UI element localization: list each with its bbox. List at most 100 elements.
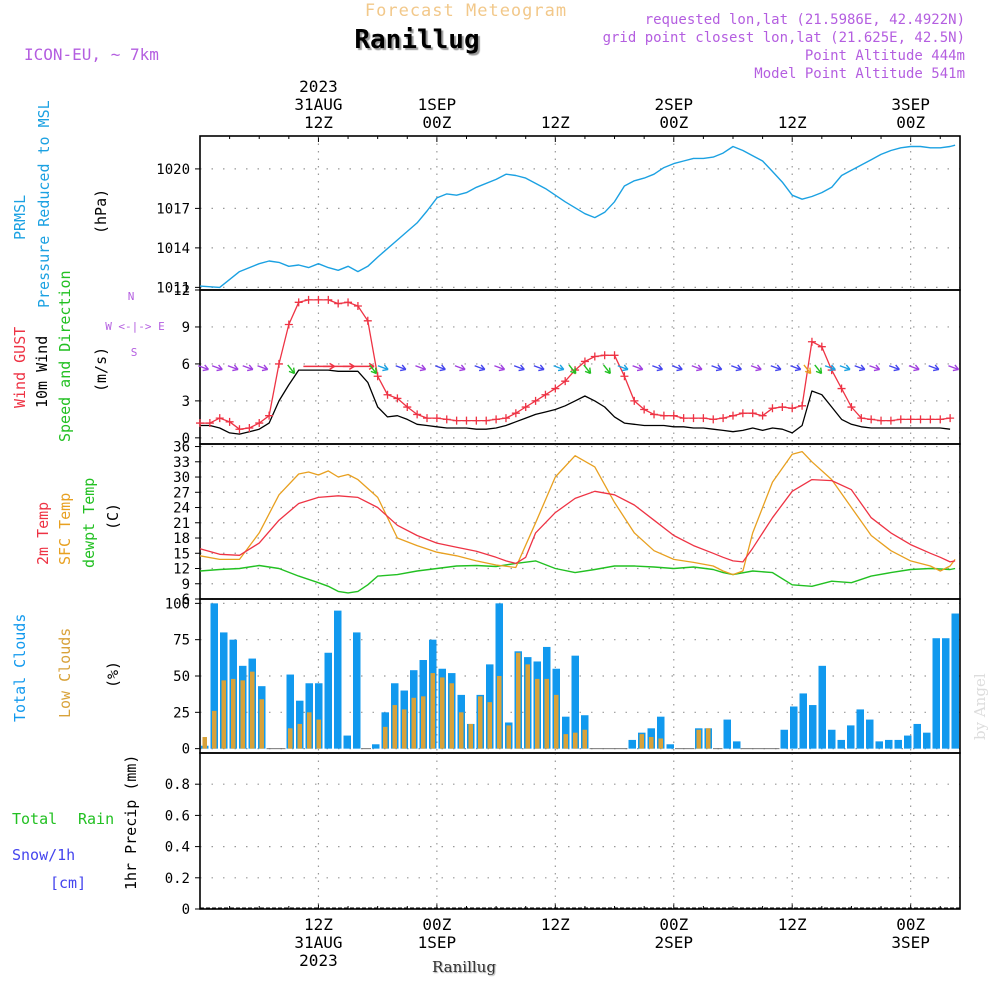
clouds-panel: 0 25 50 75 100 [165,596,961,758]
low-cloud-bar [544,678,549,749]
wind-gust-marker [531,396,540,405]
total-cloud-bar [324,652,332,749]
wind-direction-arrow [369,364,377,374]
wind-gust-marker [521,403,530,412]
wind-gust-marker [274,359,283,368]
total-cloud-bar [562,716,570,749]
wind-direction-arrow [652,365,663,371]
wind-gust-marker [501,414,510,423]
wind-direction-arrow [948,365,959,371]
top-time-label: 2SEP [655,95,694,114]
wind-direction-arrowhead [815,367,823,375]
wind-direction-arrow [854,365,866,371]
wind-gust-marker [728,411,737,420]
low-cloud-bar [639,734,644,749]
temp-unit: (C) [104,503,122,530]
low-cloud-bar [582,729,587,749]
low-cloud-bar [573,732,578,749]
bottom-time-label: 1SEP [418,933,457,952]
wind-gust-marker [413,410,422,419]
bottom-time-label: 12Z [541,915,570,934]
wind-gust-marker [442,415,451,424]
y-tick-label: 3 [182,394,190,410]
top-time-label: 00Z [422,113,451,132]
compass-south: S [131,346,138,359]
requested-coordinates: requested lon,lat (21.5986E, 42.4922N) [645,12,965,28]
wind-gust-marker [857,414,866,423]
low-cloud-bar [212,710,217,749]
wind-direction-arrowhead [370,367,378,375]
y-tick-label: 0.8 [165,777,190,793]
wind-gust-marker [561,377,570,386]
wind-direction-arrowhead [439,364,446,372]
wind-direction-arrowhead [676,364,683,372]
top-time-label: 00Z [896,113,925,132]
y-tick-label: 33 [173,455,190,471]
total-cloud-bar [657,716,665,749]
total-cloud-bar [733,741,741,749]
wind-gust-marker [215,414,224,423]
wind-gust-marker [669,411,678,420]
top-time-label: 12Z [778,113,807,132]
wind-direction-arrowhead [247,364,254,372]
y-tick-label: 27 [173,485,190,501]
y-tick-label: 0 [182,902,190,918]
low-cloud-bar [430,673,435,749]
wind-gust-marker [492,415,501,424]
wind-direction-arrow [750,365,762,371]
total-cloud-bar [809,705,817,749]
wind-direction-arrow [770,365,782,371]
pressure-line [199,144,956,289]
wind-direction-arrow [242,365,254,371]
low-cloud-bar [202,737,207,749]
total-cloud-bar [866,719,874,749]
low-cloud-bar [649,737,654,749]
wind-direction-arrowhead [570,367,577,375]
wind-direction-arrow [474,365,486,371]
low-cloud-bar [706,728,711,749]
y-tick-label: 12 [173,283,190,299]
low-cloud-bar [535,678,540,749]
wind-gust-marker [383,390,392,399]
wind-direction-arrowhead [844,364,851,372]
low-cloud-bar [383,726,388,749]
low-cloud-bar [231,678,236,749]
wind-direction-arrowhead [696,364,703,372]
wind-gust-marker [353,302,362,311]
wind-direction-arrow [691,365,703,371]
precip-rain-label: Rain [78,810,114,828]
y-tick-label: 24 [173,501,190,517]
y-tick-label: 1014 [156,241,190,257]
total-cloud-bar [818,665,826,749]
precip-snow-label: Snow/1h [12,846,75,864]
wind-gust-marker [689,414,698,423]
wind-direction-arrowhead [478,364,486,372]
wind-gust-marker [916,415,925,424]
low-cloud-bar [221,680,226,749]
y-tick-label: 100 [165,596,190,612]
wind-gust-marker [738,409,747,418]
wind-direction-arrow [790,365,801,371]
wind-direction-arrowhead [584,367,592,375]
low-cloud-bar [449,683,454,749]
low-cloud-bar [421,696,426,749]
wind-gust-marker [906,415,915,424]
low-cloud-bar [696,729,701,749]
wind-direction-arrowhead [232,364,239,372]
wind-gust-marker [650,410,659,419]
low-cloud-bar [250,671,255,749]
total-cloud-bar [343,735,351,749]
bottom-time-label: 00Z [422,915,451,934]
wind-direction-arrowhead [636,364,644,372]
wind-gust-marker [245,423,254,432]
low-cloud-bar [516,652,521,749]
wind-gust-marker [334,299,343,308]
wind-gust-marker [867,415,876,424]
wind-gust-marker [837,384,846,393]
wind-gust-marker [393,394,402,403]
wind-direction-arrow [533,365,545,371]
wind-gust-marker [373,372,382,381]
